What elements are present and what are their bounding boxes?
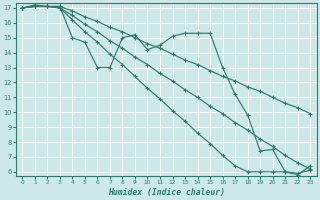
X-axis label: Humidex (Indice chaleur): Humidex (Indice chaleur) (108, 188, 225, 197)
